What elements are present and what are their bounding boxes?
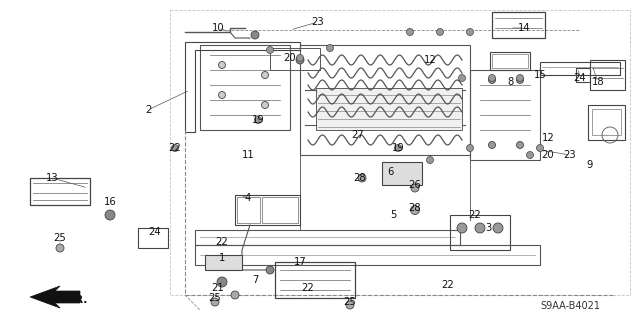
Text: 1: 1 bbox=[219, 253, 225, 263]
Circle shape bbox=[536, 145, 543, 152]
Text: 19: 19 bbox=[252, 115, 264, 125]
Circle shape bbox=[467, 145, 474, 152]
Circle shape bbox=[406, 28, 413, 35]
Circle shape bbox=[358, 174, 366, 182]
Text: 2: 2 bbox=[145, 105, 151, 115]
Circle shape bbox=[218, 62, 225, 69]
Text: 28: 28 bbox=[354, 173, 366, 183]
Text: 15: 15 bbox=[534, 70, 547, 80]
Text: 11: 11 bbox=[242, 150, 254, 160]
Circle shape bbox=[251, 31, 259, 39]
Text: 23: 23 bbox=[312, 17, 324, 27]
Text: 17: 17 bbox=[294, 257, 307, 267]
Circle shape bbox=[262, 71, 269, 78]
Text: 22: 22 bbox=[168, 143, 181, 153]
Circle shape bbox=[346, 301, 354, 309]
Text: 6: 6 bbox=[387, 167, 393, 177]
Circle shape bbox=[266, 47, 273, 54]
Text: FR.: FR. bbox=[68, 295, 88, 305]
Polygon shape bbox=[316, 88, 462, 130]
Text: 19: 19 bbox=[392, 143, 404, 153]
Text: 5: 5 bbox=[390, 210, 396, 220]
Circle shape bbox=[516, 77, 524, 84]
Circle shape bbox=[493, 223, 503, 233]
Circle shape bbox=[458, 75, 465, 81]
Circle shape bbox=[231, 291, 239, 299]
Text: 16: 16 bbox=[104, 197, 116, 207]
Circle shape bbox=[262, 101, 269, 108]
Text: 20: 20 bbox=[541, 150, 554, 160]
Text: 22: 22 bbox=[442, 280, 454, 290]
Circle shape bbox=[218, 92, 225, 99]
Circle shape bbox=[411, 184, 419, 192]
Text: 20: 20 bbox=[284, 53, 296, 63]
Text: 24: 24 bbox=[573, 73, 586, 83]
Text: 22: 22 bbox=[216, 237, 228, 247]
Circle shape bbox=[426, 157, 433, 164]
Circle shape bbox=[296, 55, 303, 62]
Circle shape bbox=[410, 205, 419, 214]
Circle shape bbox=[467, 28, 474, 35]
Circle shape bbox=[516, 142, 524, 149]
Text: 26: 26 bbox=[408, 180, 421, 190]
Text: 9: 9 bbox=[587, 160, 593, 170]
Circle shape bbox=[488, 75, 495, 81]
Circle shape bbox=[488, 142, 495, 149]
Circle shape bbox=[457, 223, 467, 233]
Text: 7: 7 bbox=[252, 275, 258, 285]
Text: 8: 8 bbox=[507, 77, 513, 87]
Circle shape bbox=[488, 77, 495, 84]
Text: 22: 22 bbox=[301, 283, 314, 293]
Circle shape bbox=[394, 145, 401, 152]
Polygon shape bbox=[382, 162, 422, 185]
Circle shape bbox=[436, 28, 444, 35]
Circle shape bbox=[475, 223, 485, 233]
Text: 12: 12 bbox=[424, 55, 436, 65]
Text: 13: 13 bbox=[45, 173, 58, 183]
Text: 25: 25 bbox=[54, 233, 67, 243]
Text: 28: 28 bbox=[409, 203, 421, 213]
Text: 3: 3 bbox=[485, 223, 491, 233]
Text: 10: 10 bbox=[212, 23, 224, 33]
Text: 25: 25 bbox=[209, 293, 221, 303]
Circle shape bbox=[105, 210, 115, 220]
Text: 25: 25 bbox=[344, 297, 356, 307]
Circle shape bbox=[211, 298, 219, 306]
Circle shape bbox=[516, 75, 524, 81]
Text: 18: 18 bbox=[592, 77, 604, 87]
Polygon shape bbox=[30, 286, 80, 308]
Text: 21: 21 bbox=[212, 283, 225, 293]
Circle shape bbox=[172, 145, 179, 152]
Circle shape bbox=[255, 116, 262, 123]
Polygon shape bbox=[205, 255, 242, 270]
Text: S9AA-B4021: S9AA-B4021 bbox=[540, 301, 600, 311]
Text: 23: 23 bbox=[564, 150, 576, 160]
Text: 12: 12 bbox=[541, 133, 554, 143]
Circle shape bbox=[56, 244, 64, 252]
Text: 24: 24 bbox=[148, 227, 161, 237]
Text: 4: 4 bbox=[245, 193, 251, 203]
Circle shape bbox=[217, 277, 227, 287]
Text: 27: 27 bbox=[351, 130, 364, 140]
Circle shape bbox=[266, 266, 274, 274]
Text: 22: 22 bbox=[468, 210, 481, 220]
Circle shape bbox=[326, 44, 333, 51]
Circle shape bbox=[296, 56, 304, 64]
Text: 14: 14 bbox=[518, 23, 531, 33]
Circle shape bbox=[527, 152, 534, 159]
